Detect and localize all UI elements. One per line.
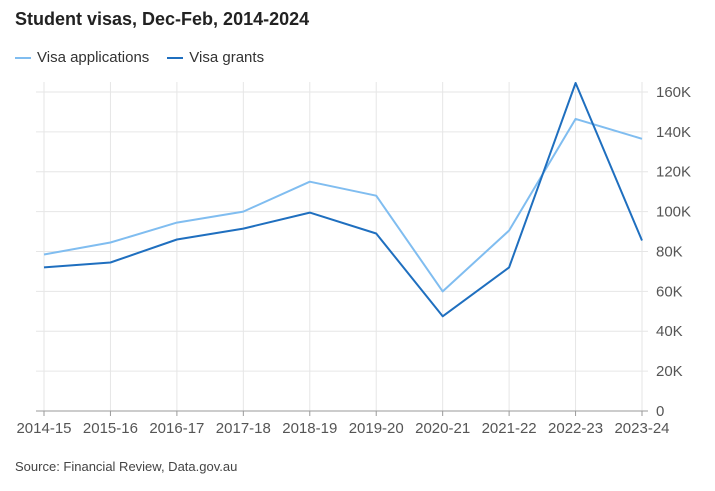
x-tick-label: 2020-21: [415, 420, 470, 437]
legend-item-applications[interactable]: Visa applications: [15, 49, 149, 66]
y-tick-label: 0: [656, 403, 664, 420]
x-tick-label: 2023-24: [614, 420, 669, 437]
legend-item-grants[interactable]: Visa grants: [167, 49, 264, 66]
x-tick-label: 2015-16: [83, 420, 138, 437]
y-tick-label: 160K: [656, 84, 691, 101]
legend-swatch-applications: [15, 56, 31, 59]
y-tick-label: 40K: [656, 323, 683, 340]
x-tick-label: 2018-19: [282, 420, 337, 437]
x-tick-label: 2021-22: [482, 420, 537, 437]
legend-swatch-grants: [167, 56, 184, 59]
x-tick-label: 2019-20: [349, 420, 404, 437]
x-tick-label: 2022-23: [548, 420, 603, 437]
x-tick-label: 2016-17: [149, 420, 204, 437]
x-tick-label: 2014-15: [16, 420, 71, 437]
x-tick-label: 2017-18: [216, 420, 271, 437]
legend-label-applications: Visa applications: [37, 49, 150, 66]
chart-source: Source: Financial Review, Data.gov.au: [15, 459, 238, 474]
legend-label-grants: Visa grants: [189, 49, 265, 66]
series-lines: [43, 82, 643, 318]
y-tick-label: 60K: [656, 283, 683, 300]
y-tick-label: 100K: [656, 204, 691, 221]
y-tick-label: 140K: [656, 124, 691, 141]
y-tick-label: 120K: [656, 164, 691, 181]
y-tick-label: 80K: [656, 243, 683, 260]
series-line-visa-grants[interactable]: [43, 82, 643, 318]
chart-title: Student visas, Dec-Feb, 2014-2024: [15, 9, 310, 29]
x-axis: 2014-15 2015-16 2016-17 2017-18 2018-19 2019-…: [16, 410, 670, 437]
chart-legend: Visa applications Visa grants: [15, 49, 264, 66]
gridlines: [36, 82, 648, 412]
y-axis: 0 20K 40K 60K 80K 100K 120K 140K 160K: [656, 84, 691, 420]
y-tick-label: 20K: [656, 363, 683, 380]
